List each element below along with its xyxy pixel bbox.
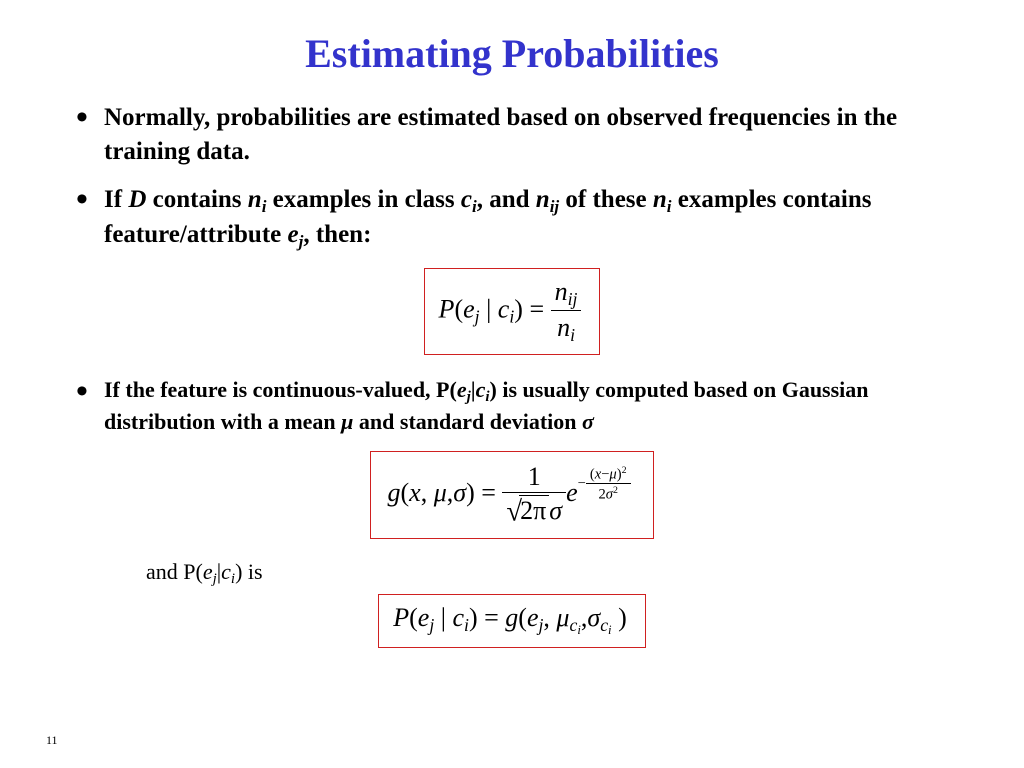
eq1-close: ) (514, 294, 523, 323)
eq3-ge: e (527, 603, 539, 632)
b2-ej: e (288, 221, 299, 248)
bullet-2: If D contains ni examples in class ci, a… (70, 183, 964, 254)
eq2-ed-sq: 2 (613, 485, 618, 496)
eq2-close: ) (466, 478, 475, 507)
b2-t2: examples in class (266, 186, 460, 213)
eq2-frac: 1√2πσ (502, 462, 566, 528)
eq3-gsigma-sub: ci (600, 615, 611, 635)
eq2-ed-2: 2 (598, 486, 605, 502)
equation-2-wrap: g(x, μ,σ) = 1√2πσe−(x−μ)22σ2 (60, 451, 964, 539)
eq1-frac: nijni (551, 277, 582, 346)
b2-t6: , then: (303, 221, 371, 248)
b2-ni: n (248, 186, 262, 213)
slide: Estimating Probabilities Normally, proba… (0, 0, 1024, 768)
eq3-bar: | (434, 603, 452, 632)
eq1-open: ( (454, 294, 463, 323)
and-ej: e (203, 559, 213, 584)
eq3-eq: = (478, 603, 506, 632)
eq2-e: e (566, 478, 578, 507)
eq3-open: ( (409, 603, 418, 632)
bullet-3: If the feature is continuous-valued, P(e… (70, 375, 964, 437)
b2-ni2: n (653, 186, 667, 213)
bullet-list: Normally, probabilities are estimated ba… (60, 101, 964, 254)
eq3-gs-i: i (608, 624, 612, 638)
eq3-gmu: μ (556, 603, 569, 632)
eq1-num-sub: ij (568, 289, 578, 309)
equation-3: P(ej | ci) = g(ej, μci,σci ) (378, 594, 646, 647)
b2-D: D (128, 186, 146, 213)
and-ci: c (221, 559, 231, 584)
eq2-sqrt: √2π (506, 495, 549, 528)
eq3-gclose: ) (618, 603, 627, 632)
eq1-P: P (439, 294, 455, 323)
equation-1: P(ej | ci) = nijni (424, 268, 601, 355)
eq2-x: x (409, 478, 421, 507)
b2-ci: c (461, 186, 472, 213)
eq1-num-n: n (555, 277, 568, 306)
eq2-en-sq: 2 (622, 465, 627, 476)
and-line: and P(ej|ci) is (60, 559, 964, 588)
equation-1-wrap: P(ej | ci) = nijni (60, 268, 964, 355)
b3-mu: μ (341, 409, 353, 434)
eq1-c: c (498, 294, 510, 323)
eq3-gc1: , (543, 603, 550, 632)
eq2-g: g (387, 478, 400, 507)
b2-t0: If (104, 186, 128, 213)
b2-t1: contains (146, 186, 247, 213)
eq2-exp: −(x−μ)22σ2 (578, 466, 631, 502)
b3-ej: e (457, 377, 467, 402)
eq2-den-sigma: σ (549, 496, 562, 525)
eq3-gmu-sub: ci (569, 615, 580, 635)
eq2-open: ( (400, 478, 409, 507)
eq3-c: c (452, 603, 464, 632)
eq2-den-2pi: 2π (520, 496, 546, 525)
b3-sigma: σ (582, 409, 594, 434)
and-suffix: ) is (235, 559, 263, 584)
eq1-bar: | (480, 294, 498, 323)
eq3-gsigma: σ (587, 603, 600, 632)
eq3-g: g (505, 603, 518, 632)
page-number: 11 (46, 733, 58, 748)
eq3-P: P (393, 603, 409, 632)
eq2-num: 1 (502, 462, 566, 492)
eq2-ed-s: σ (606, 486, 613, 502)
eq3-gopen: ( (518, 603, 527, 632)
eq2-sigma: σ (453, 478, 466, 507)
eq1-e: e (463, 294, 475, 323)
b2-nij-sub: ij (550, 196, 559, 215)
eq1-den-sub: i (570, 325, 575, 345)
eq2-eq: = (475, 478, 503, 507)
and-prefix: and P( (146, 559, 203, 584)
eq2-exp-minus: − (578, 476, 586, 492)
bullet-1: Normally, probabilities are estimated ba… (70, 101, 964, 169)
eq3-gs-c: c (600, 615, 608, 635)
b3-ci: c (476, 377, 486, 402)
eq2-en-mu: μ (609, 467, 616, 483)
bullet-list-2: If the feature is continuous-valued, P(e… (60, 375, 964, 437)
eq3-close: ) (469, 603, 478, 632)
b3-t0: If the feature is continuous-valued, P( (104, 377, 457, 402)
eq2-c1: , (421, 478, 428, 507)
eq1-eq: = (523, 294, 551, 323)
eq2-mu: μ (434, 478, 447, 507)
eq3-e: e (418, 603, 430, 632)
b3-t2: and standard deviation (353, 409, 582, 434)
b2-nij: n (536, 186, 550, 213)
slide-title: Estimating Probabilities (60, 30, 964, 77)
b2-t4: of these (559, 186, 653, 213)
b2-t3: , and (477, 186, 536, 213)
eq1-den-n: n (557, 313, 570, 342)
equation-2: g(x, μ,σ) = 1√2πσe−(x−μ)22σ2 (370, 451, 653, 539)
bullet-1-text: Normally, probabilities are estimated ba… (104, 104, 897, 165)
equation-3-wrap: P(ej | ci) = g(ej, μci,σci ) (60, 594, 964, 647)
